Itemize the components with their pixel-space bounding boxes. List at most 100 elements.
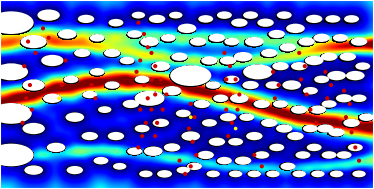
Circle shape (243, 64, 273, 79)
Point (148, 108, 154, 111)
Circle shape (346, 71, 365, 80)
Circle shape (352, 94, 367, 102)
Circle shape (213, 94, 228, 102)
Circle shape (74, 49, 91, 57)
Circle shape (217, 11, 232, 19)
Point (143, 121, 149, 124)
Circle shape (98, 106, 111, 113)
Circle shape (127, 147, 142, 155)
Point (152, 135, 158, 138)
Point (322, 70, 328, 73)
Point (307, 108, 313, 111)
Circle shape (37, 9, 60, 21)
Circle shape (272, 62, 289, 70)
Circle shape (78, 15, 94, 23)
Point (236, 93, 242, 96)
Point (21, 65, 27, 68)
Circle shape (169, 12, 183, 19)
Circle shape (22, 123, 45, 134)
Circle shape (108, 19, 123, 26)
Point (23, 97, 29, 100)
Circle shape (266, 170, 280, 177)
Circle shape (108, 132, 124, 140)
Circle shape (209, 34, 225, 42)
Point (352, 146, 358, 149)
Circle shape (282, 80, 301, 90)
Point (188, 116, 194, 119)
Circle shape (113, 163, 126, 170)
Circle shape (303, 87, 318, 94)
Circle shape (277, 11, 292, 19)
Circle shape (202, 119, 217, 127)
Circle shape (307, 144, 322, 151)
Point (163, 93, 169, 96)
Point (233, 78, 239, 81)
Circle shape (254, 100, 270, 108)
Circle shape (246, 132, 263, 140)
Point (62, 59, 68, 62)
Circle shape (328, 128, 345, 136)
Point (190, 140, 196, 143)
Point (343, 116, 349, 119)
Point (324, 97, 330, 100)
Point (229, 121, 235, 124)
Point (141, 84, 147, 87)
Circle shape (144, 146, 163, 156)
Circle shape (164, 143, 180, 152)
Circle shape (230, 94, 249, 103)
Circle shape (24, 165, 43, 175)
Circle shape (298, 37, 315, 46)
Point (304, 93, 310, 96)
Point (29, 108, 35, 111)
Point (92, 97, 98, 100)
Point (158, 78, 164, 81)
Circle shape (120, 57, 135, 64)
Point (347, 102, 353, 105)
Circle shape (0, 103, 32, 124)
Circle shape (276, 124, 292, 133)
Circle shape (123, 100, 139, 108)
Circle shape (257, 19, 274, 27)
Circle shape (171, 53, 188, 61)
Circle shape (228, 138, 243, 146)
Point (145, 97, 151, 100)
Circle shape (239, 113, 254, 121)
Circle shape (348, 144, 363, 151)
Point (298, 78, 304, 81)
Circle shape (82, 132, 98, 140)
Circle shape (206, 170, 220, 177)
Circle shape (295, 151, 310, 159)
Circle shape (280, 43, 296, 51)
Point (251, 153, 257, 156)
Point (349, 131, 355, 134)
Circle shape (201, 56, 218, 65)
Circle shape (254, 151, 269, 159)
Circle shape (261, 49, 278, 57)
Point (148, 51, 154, 54)
Point (328, 84, 334, 87)
Circle shape (330, 170, 343, 177)
Circle shape (151, 61, 170, 71)
Point (341, 89, 347, 92)
Point (145, 46, 151, 49)
Circle shape (306, 15, 322, 23)
Circle shape (177, 167, 190, 174)
Circle shape (269, 144, 284, 151)
Point (134, 70, 140, 73)
Circle shape (170, 65, 211, 86)
Circle shape (217, 157, 232, 164)
Point (46, 36, 52, 39)
Point (302, 65, 308, 68)
Point (227, 93, 233, 96)
Circle shape (224, 38, 239, 45)
Circle shape (229, 170, 242, 177)
Circle shape (355, 62, 370, 70)
Circle shape (220, 113, 236, 121)
Point (225, 135, 231, 138)
Point (40, 27, 46, 30)
Circle shape (336, 94, 352, 102)
Circle shape (248, 170, 261, 177)
Circle shape (292, 170, 306, 177)
Point (227, 65, 233, 68)
Point (59, 84, 65, 87)
